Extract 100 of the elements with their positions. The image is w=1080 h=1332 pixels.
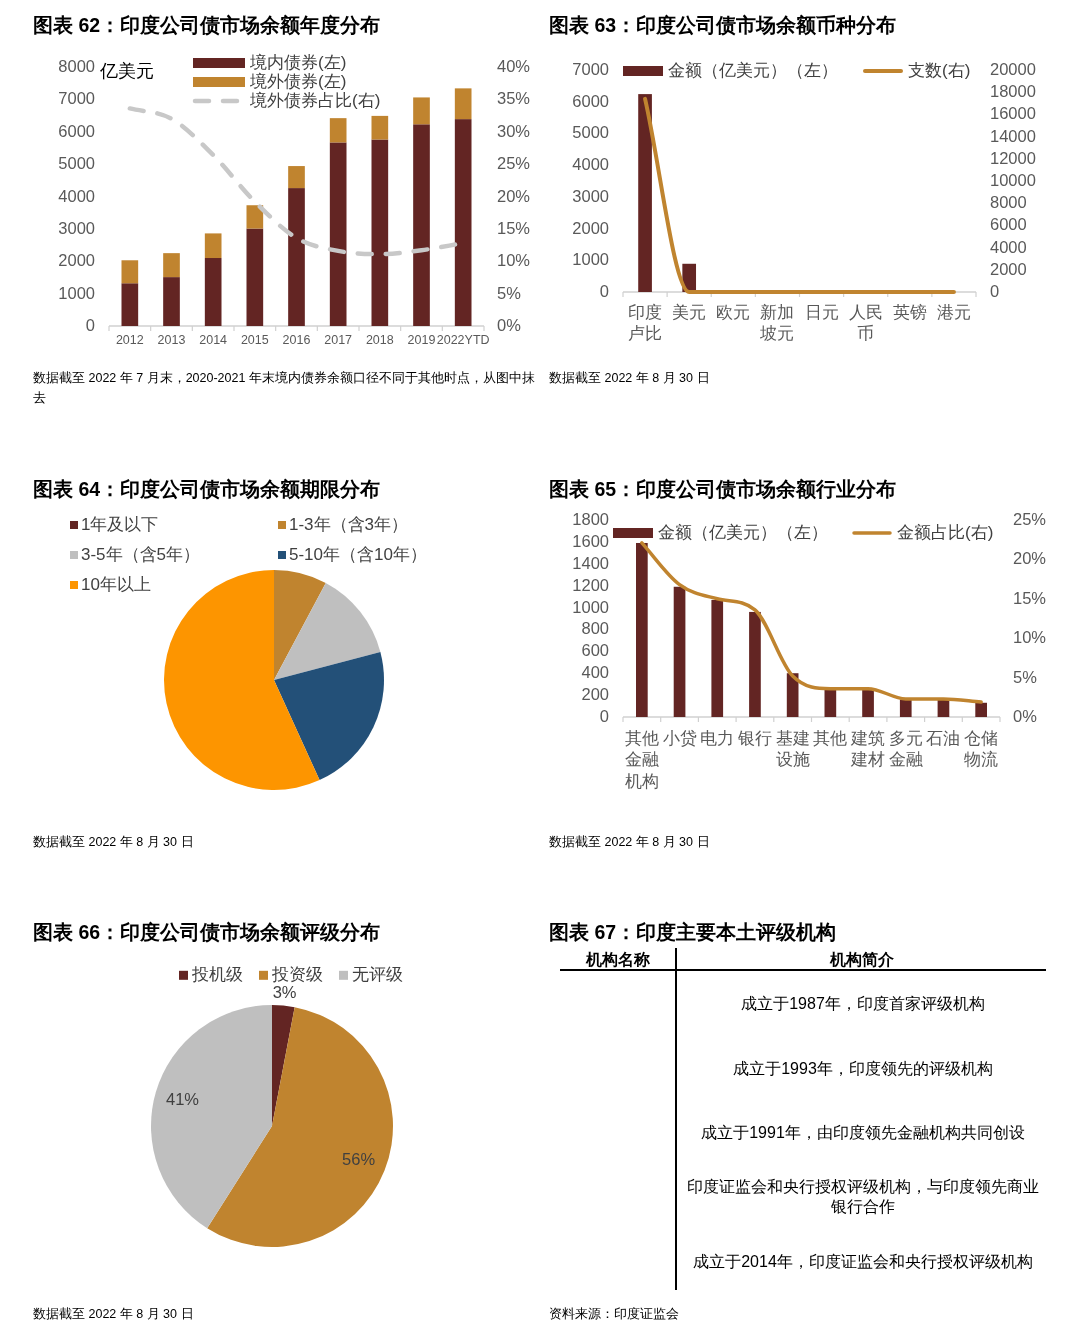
text: 印度证监会和央行授权评级机构，与印度领先商业银行合作 [686,1176,1040,1218]
y2-tick-label: 12000 [990,148,1036,169]
x-tick-label: 港元 [936,302,971,323]
y2-tick-label: 16000 [990,104,1036,125]
y2-tick-label: 30% [497,121,531,142]
legend-label: 5-10年（含10年） [289,544,427,566]
legend-label: 金额占比(右) [897,522,994,544]
text: 数据截至 2022 年 8 月 30 日 [549,834,711,851]
y2-tick-label: 18000 [990,82,1036,103]
bar [413,97,430,125]
legend-label: 境内债券(左) [250,52,347,72]
bar [454,88,472,120]
y-tick-label: 3000 [58,218,95,239]
bar [288,188,305,326]
chart-title: 图表 65：印度公司债市场余额行业分布 [549,478,897,502]
y-tick-label: 3000 [572,186,609,207]
category-label: 机构简介 [830,950,894,970]
legend-label: 1年及以下 [81,514,159,536]
y-tick-label: 2000 [58,251,95,272]
y-tick-label: 0 [599,282,609,302]
pie-slice [164,570,320,790]
y-tick-label: 1000 [58,283,95,304]
bar [329,142,347,326]
bar [121,260,139,284]
legend-label: 1-3年（含3年） [289,514,409,536]
y-tick-label: 4000 [58,186,95,207]
bar [204,233,222,259]
y2-tick-label: 6000 [990,215,1027,236]
y2-tick-label: 0% [1013,707,1037,727]
y2-tick-label: 5% [497,283,521,304]
x-tick-label: 2019 [407,333,436,348]
x-tick-label: 美元 [672,302,707,323]
x-tick-label: 2013 [157,333,186,348]
category-label: 机构名称 [586,950,650,970]
y-tick-label: 0 [599,707,609,727]
y-tick-label: 2000 [572,218,609,239]
bar [636,542,648,717]
y-tick-label: 7000 [572,60,609,80]
y-tick-label: 1400 [572,553,609,574]
chart-title: 图表 63：印度公司债市场余额币种分布 [549,14,897,38]
pie-slice [272,1005,295,1126]
y-axis-title: 亿美元 [100,61,154,82]
y-tick-label: 5000 [572,123,609,144]
x-tick-label: 基建设施 [775,728,810,771]
y2-tick-label: 35% [497,89,531,110]
bar [371,115,389,140]
x-tick-label: 多元金融 [888,728,923,771]
y2-tick-label: 25% [497,154,531,175]
legend-label: 10年以上 [81,574,151,596]
x-tick-label: 2017 [324,333,353,348]
y2-tick-label: 25% [1013,510,1047,530]
x-tick-label: 其他 [813,728,848,749]
text: 资料来源：印度证监会 [549,1306,680,1323]
y2-tick-label: 14000 [990,126,1036,147]
y2-tick-label: 40% [497,57,531,77]
bar [246,205,264,229]
y-tick-label: 200 [581,685,609,706]
x-tick-label: 2012 [115,333,144,348]
y2-tick-label: 10000 [990,171,1036,191]
x-tick-label: 日元 [804,302,839,323]
bar [899,699,912,717]
bar [121,283,139,326]
y2-tick-label: 20000 [990,60,1036,80]
legend-label: 金额（亿美元）（左） [668,60,838,82]
bar [862,689,874,717]
text: 数据截至 2022 年 8 月 30 日 [33,834,195,851]
legend-label: 3-5年（含5年） [81,544,201,566]
pie-slice [274,651,384,781]
bar [454,119,472,326]
legend-label: 支数(右) [908,60,971,82]
bar [163,253,180,278]
legend-label: 境外债券占比(右) [250,90,381,112]
bar [288,166,305,189]
x-tick-label: 2022YTD [436,333,490,348]
chart-title: 图表 64：印度公司债市场余额期限分布 [33,478,381,502]
bar [204,258,222,326]
y-tick-label: 6000 [58,121,95,142]
text: 图表 67：印度主要本土评级机构 [549,921,837,945]
legend-label: 无评级 [352,964,403,986]
x-tick-label: 欧元 [716,302,751,323]
pie-slice [207,1007,393,1247]
x-tick-label: 2015 [240,333,269,348]
y-tick-label: 5000 [58,154,95,175]
text: 数据截至 2022 年 8 月 30 日 [33,1306,195,1323]
y2-tick-label: 8000 [990,193,1027,214]
text: 成立于1987年，印度首家评级机构 [740,993,986,1014]
y2-tick-label: 10% [497,251,531,272]
bar [711,599,724,717]
x-tick-label: 2016 [282,333,311,348]
line-series [640,541,983,704]
y-tick-label: 1800 [572,510,609,530]
x-tick-label: 仓储物流 [964,728,999,771]
bar [673,586,686,717]
y-tick-label: 7000 [58,89,95,110]
y-tick-label: 8000 [58,57,95,77]
x-tick-label: 电力 [700,728,735,749]
y2-tick-label: 5% [1013,667,1037,688]
bar [246,228,264,326]
bar [163,277,180,326]
y-tick-label: 400 [581,663,609,684]
